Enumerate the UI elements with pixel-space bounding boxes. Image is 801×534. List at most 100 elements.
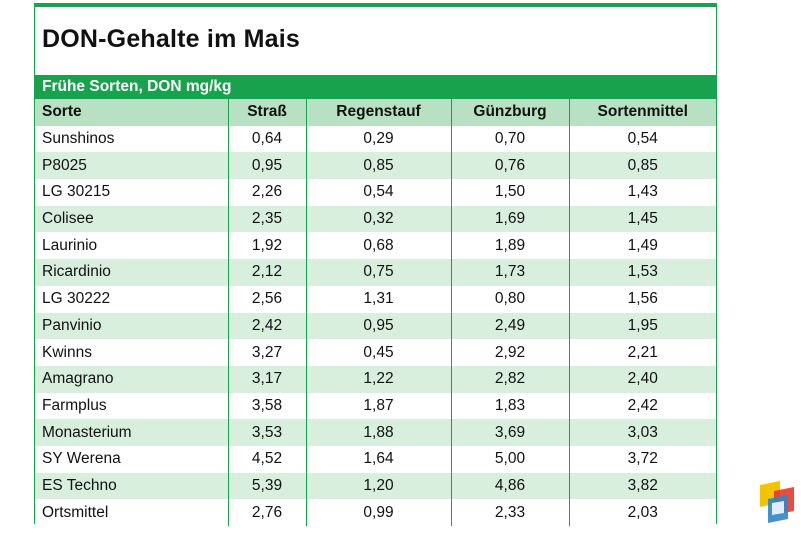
- cell-strass: 0,95: [228, 152, 307, 180]
- cell-strass: 2,12: [228, 259, 307, 286]
- cell-regenstauf: 0,32: [306, 205, 452, 233]
- cell-strass: 2,35: [228, 205, 307, 233]
- cell-guenzburg: 0,76: [451, 152, 570, 180]
- cell-regenstauf: 1,87: [306, 392, 452, 420]
- table-row: ES Techno 5,39 1,20 4,86 3,82: [35, 472, 716, 500]
- table-row: LG 30215 2,26 0,54 1,50 1,43: [35, 179, 716, 206]
- table-row: Ricardinio 2,12 0,75 1,73 1,53: [35, 259, 716, 286]
- cell-sorte: Ortsmittel: [35, 499, 229, 526]
- cell-strass: 2,56: [228, 285, 307, 313]
- cell-strass: 4,52: [228, 445, 307, 473]
- cell-sortenmittel: 2,03: [569, 499, 716, 526]
- cell-regenstauf: 0,54: [306, 179, 452, 206]
- cell-guenzburg: 1,69: [451, 205, 570, 233]
- table-row: Colisee 2,35 0,32 1,69 1,45: [35, 205, 716, 233]
- cell-sortenmittel: 0,85: [569, 152, 716, 180]
- table-row: Panvinio 2,42 0,95 2,49 1,95: [35, 312, 716, 340]
- table-title: DON-Gehalte im Mais: [42, 25, 301, 53]
- cell-regenstauf: 0,68: [306, 232, 452, 260]
- cell-sorte: Laurinio: [35, 232, 229, 260]
- column-header-strass: Straß: [228, 99, 307, 126]
- table-row: Amagrano 3,17 1,22 2,82 2,40: [35, 365, 716, 393]
- cell-guenzburg: 3,69: [451, 419, 570, 446]
- table-body: Sunshinos 0,64 0,29 0,70 0,54 P8025 0,95 0,85 0,…: [35, 125, 716, 526]
- publisher-logo-icon: [760, 481, 794, 523]
- cell-sortenmittel: 1,43: [569, 179, 716, 206]
- cell-strass: 3,53: [228, 419, 307, 446]
- cell-regenstauf: 1,64: [306, 445, 452, 473]
- cell-sorte: SY Werena: [35, 445, 229, 473]
- cell-sortenmittel: 1,49: [569, 232, 716, 260]
- column-header-sortenmittel: Sortenmittel: [569, 99, 716, 126]
- table-row: Monasterium 3,53 1,88 3,69 3,03: [35, 419, 716, 446]
- cell-sorte: Farmplus: [35, 392, 229, 420]
- cell-regenstauf: 0,29: [306, 125, 452, 153]
- cell-regenstauf: 1,22: [306, 365, 452, 393]
- cell-guenzburg: 2,82: [451, 365, 570, 393]
- column-header-regenstauf: Regenstauf: [306, 99, 452, 126]
- cell-regenstauf: 0,75: [306, 259, 452, 286]
- cell-regenstauf: 0,45: [306, 339, 452, 366]
- cell-sorte: Panvinio: [35, 312, 229, 340]
- cell-sortenmittel: 2,21: [569, 339, 716, 366]
- column-header-guenzburg: Günzburg: [451, 99, 570, 126]
- table-header-row: Sorte Straß Regenstauf Günzburg Sortenmi…: [35, 99, 716, 126]
- cell-sortenmittel: 3,03: [569, 419, 716, 446]
- cell-guenzburg: 1,50: [451, 179, 570, 206]
- cell-sortenmittel: 1,56: [569, 285, 716, 313]
- cell-guenzburg: 4,86: [451, 472, 570, 500]
- cell-strass: 1,92: [228, 232, 307, 260]
- table-row: Kwinns 3,27 0,45 2,92 2,21: [35, 339, 716, 366]
- cell-regenstauf: 0,85: [306, 152, 452, 180]
- cell-guenzburg: 1,89: [451, 232, 570, 260]
- cell-sorte: LG 30215: [35, 179, 229, 206]
- cell-strass: 5,39: [228, 472, 307, 500]
- cell-sorte: Sunshinos: [35, 125, 229, 153]
- table-row: Farmplus 3,58 1,87 1,83 2,42: [35, 392, 716, 420]
- cell-strass: 3,58: [228, 392, 307, 420]
- cell-sorte: P8025: [35, 152, 229, 180]
- cell-sortenmittel: 3,72: [569, 445, 716, 473]
- table-row: LG 30222 2,56 1,31 0,80 1,56: [35, 285, 716, 313]
- table-row: Laurinio 1,92 0,68 1,89 1,49: [35, 232, 716, 260]
- cell-sorte: Kwinns: [35, 339, 229, 366]
- cell-strass: 2,26: [228, 179, 307, 206]
- cell-strass: 3,17: [228, 365, 307, 393]
- cell-regenstauf: 1,88: [306, 419, 452, 446]
- table-row: Ortsmittel 2,76 0,99 2,33 2,03: [35, 499, 716, 526]
- cell-regenstauf: 0,99: [306, 499, 452, 526]
- cell-sorte: ES Techno: [35, 472, 229, 500]
- cell-sorte: Amagrano: [35, 365, 229, 393]
- cell-sorte: Monasterium: [35, 419, 229, 446]
- cell-sortenmittel: 2,40: [569, 365, 716, 393]
- cell-sortenmittel: 1,53: [569, 259, 716, 286]
- cell-guenzburg: 2,92: [451, 339, 570, 366]
- cell-sorte: Ricardinio: [35, 259, 229, 286]
- cell-guenzburg: 2,33: [451, 499, 570, 526]
- table-row: Sunshinos 0,64 0,29 0,70 0,54: [35, 125, 716, 153]
- column-header-sorte: Sorte: [35, 99, 229, 126]
- cell-sorte: LG 30222: [35, 285, 229, 313]
- table-row: P8025 0,95 0,85 0,76 0,85: [35, 152, 716, 180]
- cell-guenzburg: 2,49: [451, 312, 570, 340]
- cell-strass: 0,64: [228, 125, 307, 153]
- cell-sortenmittel: 2,42: [569, 392, 716, 420]
- subtitle-band: Frühe Sorten, DON mg/kg: [35, 75, 716, 99]
- cell-strass: 2,76: [228, 499, 307, 526]
- cell-sortenmittel: 0,54: [569, 125, 716, 153]
- cell-sorte: Colisee: [35, 205, 229, 233]
- cell-regenstauf: 1,31: [306, 285, 452, 313]
- table-subtitle: Frühe Sorten, DON mg/kg: [42, 78, 232, 95]
- cell-guenzburg: 0,70: [451, 125, 570, 153]
- cell-sortenmittel: 1,45: [569, 205, 716, 233]
- don-table-panel: DON-Gehalte im Mais Frühe Sorten, DON mg…: [34, 3, 717, 526]
- cell-sortenmittel: 3,82: [569, 472, 716, 500]
- table-row: SY Werena 4,52 1,64 5,00 3,72: [35, 445, 716, 473]
- cell-strass: 3,27: [228, 339, 307, 366]
- don-data-table: Sorte Straß Regenstauf Günzburg Sortenmi…: [35, 99, 716, 526]
- cell-guenzburg: 1,73: [451, 259, 570, 286]
- cell-guenzburg: 1,83: [451, 392, 570, 420]
- cell-regenstauf: 0,95: [306, 312, 452, 340]
- cell-guenzburg: 5,00: [451, 445, 570, 473]
- cell-strass: 2,42: [228, 312, 307, 340]
